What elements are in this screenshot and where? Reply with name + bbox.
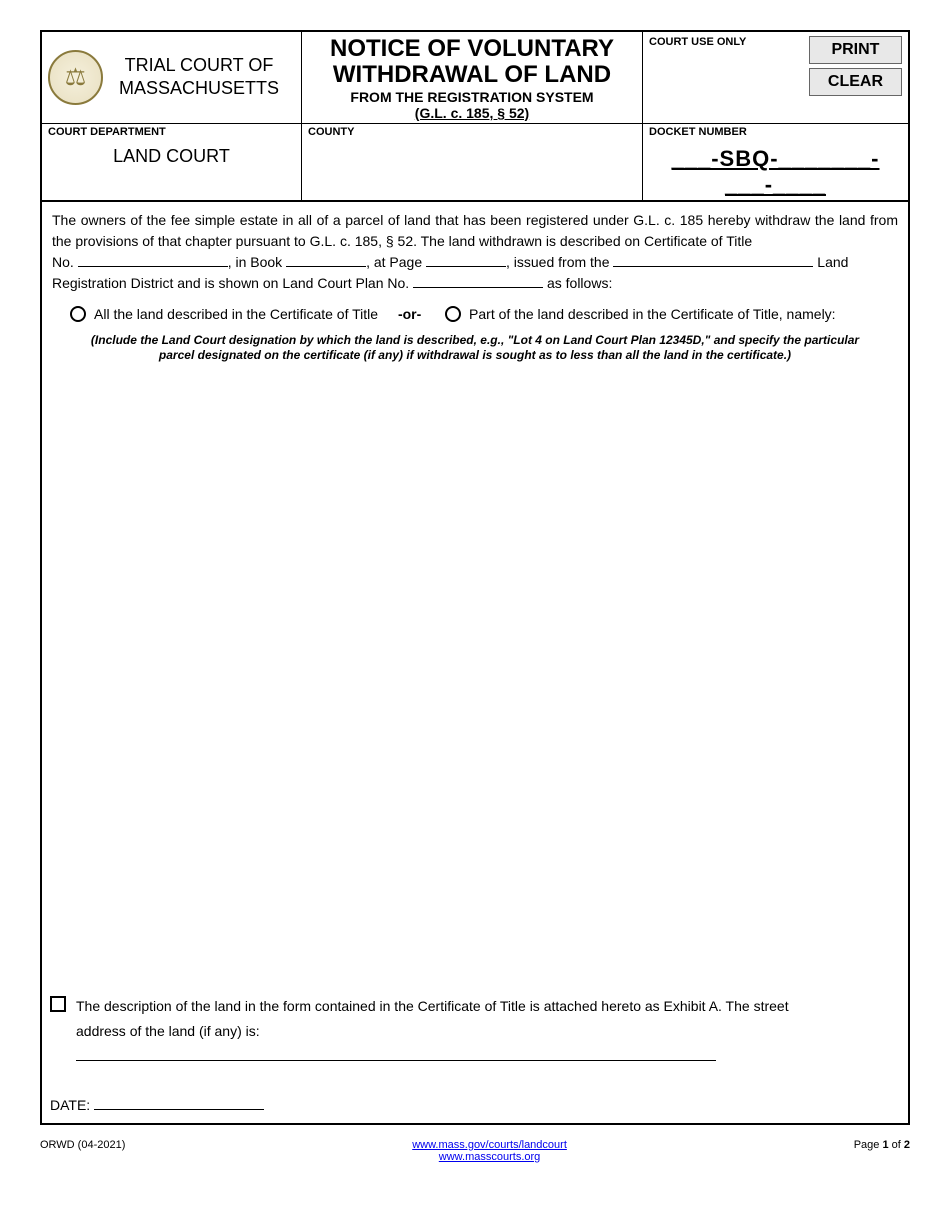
docket-value: ___-SBQ-_______-___-____ xyxy=(649,138,902,198)
in-book-text: , in Book xyxy=(228,254,282,270)
docket-cell: DOCKET NUMBER ___-SBQ-_______-___-____ xyxy=(643,124,908,200)
plan-no-field[interactable] xyxy=(413,274,543,288)
clear-button[interactable]: CLEAR xyxy=(809,68,902,96)
reg-district-line: Registration District and is shown on La… xyxy=(52,273,898,294)
issued-from-field[interactable] xyxy=(613,253,813,267)
page-field[interactable] xyxy=(426,253,506,267)
exhibit-text: The description of the land in the form … xyxy=(76,998,789,1014)
link-landcourt[interactable]: www.mass.gov/courts/landcourt xyxy=(412,1139,567,1151)
court-identity-cell: ⚖ TRIAL COURT OF MASSACHUSETTS xyxy=(42,32,302,123)
radio-part-land[interactable] xyxy=(445,306,461,322)
exhibit-text-block: The description of the land in the form … xyxy=(76,994,898,1070)
address-field[interactable] xyxy=(76,1047,716,1061)
at-page-text: , at Page xyxy=(366,254,422,270)
court-name-line1: TRIAL COURT OF xyxy=(103,54,295,77)
certificate-no-field[interactable] xyxy=(78,253,228,267)
scales-icon: ⚖ xyxy=(65,63,87,92)
issued-from-text: , issued from the xyxy=(506,254,610,270)
county-label: COUNTY xyxy=(308,126,636,138)
instruction-note: (Include the Land Court designation by w… xyxy=(52,331,898,366)
blanks-line: No. , in Book , at Page , issued from th… xyxy=(52,252,898,273)
title-line1: NOTICE OF VOLUNTARY xyxy=(310,36,634,62)
court-seal: ⚖ xyxy=(48,50,103,105)
reg-district-text: Registration District and is shown on La… xyxy=(52,275,409,291)
court-name-line2: MASSACHUSETTS xyxy=(103,77,295,100)
as-follows-text: as follows: xyxy=(547,275,612,291)
or-text: -or- xyxy=(398,304,421,325)
header-row: ⚖ TRIAL COURT OF MASSACHUSETTS NOTICE OF… xyxy=(42,32,908,124)
link-masscourts[interactable]: www.masscourts.org xyxy=(439,1151,540,1163)
radio-part-label: Part of the land described in the Certif… xyxy=(469,304,836,325)
form-title-cell: NOTICE OF VOLUNTARY WITHDRAWAL OF LAND F… xyxy=(302,32,643,123)
print-button[interactable]: PRINT xyxy=(809,36,902,64)
dept-label: COURT DEPARTMENT xyxy=(48,126,295,138)
court-use-cell: COURT USE ONLY PRINT CLEAR xyxy=(643,32,908,123)
meta-row: COURT DEPARTMENT LAND COURT COUNTY DOCKE… xyxy=(42,124,908,202)
button-group: PRINT CLEAR xyxy=(809,36,902,119)
court-name: TRIAL COURT OF MASSACHUSETTS xyxy=(103,54,295,101)
county-cell: COUNTY xyxy=(302,124,643,200)
title-line2: WITHDRAWAL OF LAND xyxy=(310,62,634,88)
radio-row: All the land described in the Certificat… xyxy=(52,294,898,331)
form-container: ⚖ TRIAL COURT OF MASSACHUSETTS NOTICE OF… xyxy=(40,30,910,1125)
description-area[interactable] xyxy=(52,366,898,986)
exhibit-checkbox[interactable] xyxy=(50,996,66,1012)
title-line3: FROM THE REGISTRATION SYSTEM xyxy=(310,89,634,105)
radio-all-label: All the land described in the Certificat… xyxy=(94,304,378,325)
footer-links: www.mass.gov/courts/landcourt www.massco… xyxy=(412,1139,567,1163)
dept-value: LAND COURT xyxy=(48,138,295,167)
address-label: address of the land (if any) is: xyxy=(76,1023,260,1039)
statute-ref: (G.L. c. 185, § 52) xyxy=(310,105,634,121)
land-text: Land xyxy=(817,254,848,270)
no-label: No. xyxy=(52,254,74,270)
date-label: DATE: xyxy=(50,1097,90,1113)
dept-cell: COURT DEPARTMENT LAND COURT xyxy=(42,124,302,200)
docket-label: DOCKET NUMBER xyxy=(649,126,902,138)
intro-para: The owners of the fee simple estate in a… xyxy=(52,210,898,252)
page-footer: ORWD (04-2021) www.mass.gov/courts/landc… xyxy=(40,1125,910,1163)
date-field[interactable] xyxy=(94,1096,264,1110)
form-id: ORWD (04-2021) xyxy=(40,1139,125,1151)
book-field[interactable] xyxy=(286,253,366,267)
body-content: The owners of the fee simple estate in a… xyxy=(42,202,908,994)
para1-text: The owners of the fee simple estate in a… xyxy=(52,212,898,249)
radio-all-land[interactable] xyxy=(70,306,86,322)
page-number: Page 1 of 2 xyxy=(854,1139,910,1151)
exhibit-row: The description of the land in the form … xyxy=(42,994,908,1078)
court-use-label: COURT USE ONLY xyxy=(649,36,809,119)
date-row: DATE: xyxy=(42,1078,908,1123)
